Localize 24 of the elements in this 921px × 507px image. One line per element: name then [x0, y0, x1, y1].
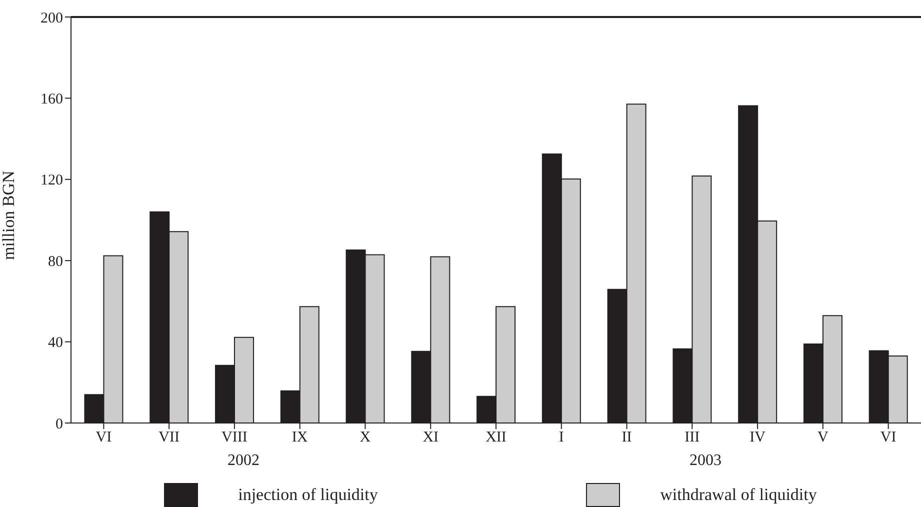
- y-tick-label: 0: [56, 416, 63, 432]
- x-tick-label: VI: [96, 430, 112, 446]
- x-tick-label: V: [818, 430, 828, 446]
- x-tick-label: II: [622, 430, 632, 446]
- y-tick-label: 200: [40, 10, 63, 26]
- text: 2002: [226, 452, 260, 470]
- y-tick-label: 80: [48, 254, 63, 270]
- x-tick-label: XII: [486, 430, 506, 446]
- x-tick-label: III: [684, 430, 700, 446]
- y-tick-label: 120: [40, 172, 63, 189]
- x-tick-label: I: [558, 430, 564, 446]
- legend-label: withdrawal of liquidity: [660, 485, 817, 505]
- x-tick-label: X: [360, 430, 371, 446]
- legend-label: injection of liquidity: [238, 485, 378, 505]
- x-tick-label: IX: [292, 430, 308, 446]
- x-tick-label: XI: [422, 430, 439, 446]
- y-tick-label: 160: [40, 92, 63, 108]
- x-tick-label: IV: [750, 430, 766, 446]
- y-tick-label: 40: [48, 335, 63, 352]
- x-tick-label: VI: [880, 430, 896, 446]
- x-tick-label: VII: [158, 430, 180, 446]
- x-tick-label: VIII: [222, 430, 248, 446]
- text: 2003: [688, 452, 722, 470]
- y-axis-title: million BGN: [0, 170, 18, 260]
